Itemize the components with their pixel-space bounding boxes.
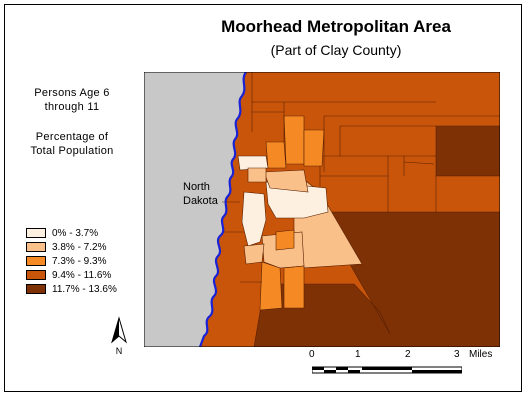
- scale-seg-5: [362, 367, 412, 370]
- legend-swatch-1: [26, 228, 46, 238]
- scale-unit: Miles: [469, 349, 493, 360]
- scale-tick-3: 3: [454, 349, 460, 360]
- north-dakota-label: North Dakota: [183, 180, 218, 208]
- legend-label-3: 7.3% - 9.3%: [52, 255, 107, 267]
- north-dakota-region: [144, 72, 246, 347]
- tract-north-2: [265, 141, 287, 169]
- scale-seg-3: [336, 367, 348, 370]
- map-title: Moorhead Metropolitan Area: [221, 17, 451, 36]
- tract-core-3: [263, 169, 309, 193]
- tract-core-6: [283, 265, 305, 309]
- north-arrow-label: N: [116, 346, 123, 356]
- tract-north-4: [303, 129, 325, 167]
- map-frame: [4, 4, 522, 392]
- legend-item-2: 3.8% - 7.2%: [26, 240, 117, 254]
- tract-boundaries: [222, 72, 500, 283]
- north-dakota-line-1: North: [183, 181, 210, 193]
- scale-tick-0: 0: [309, 349, 315, 360]
- topic-line-1: Persons Age 6: [34, 87, 110, 99]
- scale-bar-graphic: [312, 366, 462, 374]
- red-river: [198, 72, 247, 347]
- legend-swatch-2: [26, 242, 46, 252]
- tract-core-5: [259, 261, 283, 311]
- legend-swatch-3: [26, 256, 46, 266]
- topic-line-4: Total Population: [30, 145, 114, 157]
- legend-item-5: 11.7% - 13.6%: [26, 282, 117, 296]
- legend-item-3: 7.3% - 9.3%: [26, 254, 117, 268]
- tract-core-7: [275, 229, 295, 251]
- legend: 0% - 3.7% 3.8% - 7.2% 7.3% - 9.3% 9.4% -…: [26, 226, 117, 296]
- scale-tick-1: 1: [355, 349, 361, 360]
- legend-swatch-5: [26, 284, 46, 294]
- map-subtitle: (Part of Clay County): [270, 42, 402, 58]
- topic-line-2: through 11: [44, 101, 100, 113]
- scale-seg-6: [412, 370, 462, 373]
- scale-seg-4: [348, 370, 360, 373]
- tract-core-8: [243, 243, 265, 265]
- measure-label: Percentage of Total Population: [12, 130, 132, 158]
- topic-label: Persons Age 6 through 11: [12, 86, 132, 114]
- north-dakota-line-2: Dakota: [183, 195, 218, 207]
- choropleth-map: [144, 72, 500, 347]
- legend-label-2: 3.8% - 7.2%: [52, 241, 107, 253]
- north-arrow-icon: N: [111, 316, 127, 356]
- scale-tick-2: 2: [405, 349, 411, 360]
- tract-dark-northeast: [435, 125, 500, 177]
- north-arrow-fill: [112, 318, 119, 342]
- tract-north-5: [247, 167, 267, 183]
- scale-seg-1: [312, 367, 324, 370]
- topic-line-3: Percentage of: [35, 131, 109, 143]
- legend-item-1: 0% - 3.7%: [26, 226, 117, 240]
- tract-north-3: [283, 115, 305, 165]
- scale-seg-2: [324, 370, 336, 373]
- legend-label-5: 11.7% - 13.6%: [52, 283, 117, 295]
- legend-label-1: 0% - 3.7%: [52, 227, 99, 239]
- tract-core-2: [241, 191, 267, 247]
- legend-label-4: 9.4% - 11.6%: [52, 269, 112, 281]
- legend-item-4: 9.4% - 11.6%: [26, 268, 117, 282]
- legend-swatch-4: [26, 270, 46, 280]
- tract-core-1: [265, 181, 329, 219]
